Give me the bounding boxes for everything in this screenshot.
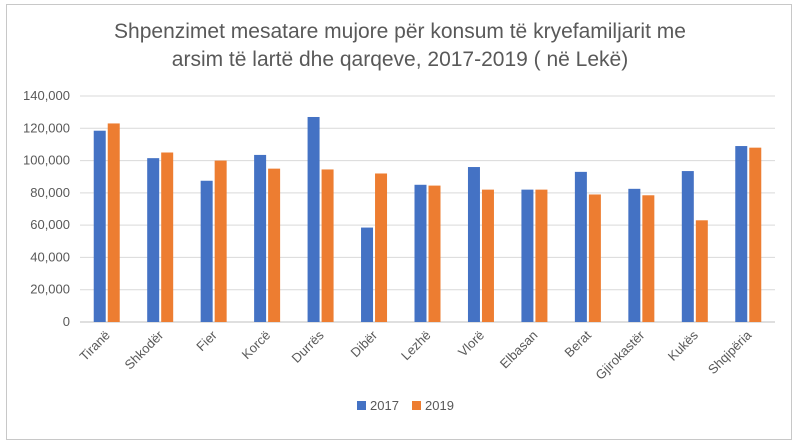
bar-2017-2 — [200, 180, 213, 322]
y-tick-label: 80,000 — [30, 185, 70, 200]
legend-label-2019: 2019 — [425, 398, 454, 413]
chart-title: Shpenzimet mesatare mujore për konsum të… — [0, 18, 800, 74]
y-tick-label: 60,000 — [30, 217, 70, 232]
bar-2019-4 — [321, 169, 334, 322]
y-tick-label: 100,000 — [23, 153, 70, 168]
chart-title-line2: arsim të lartë dhe qarqeve, 2017-2019 ( … — [171, 48, 629, 71]
x-tick-label: Berat — [561, 327, 594, 360]
bar-2017-6 — [414, 184, 427, 322]
bar-2017-11 — [681, 171, 694, 322]
x-tick-label: Vlorë — [455, 328, 487, 360]
bar-2017-9 — [574, 171, 587, 322]
bar-2019-12 — [749, 147, 762, 322]
bar-2017-3 — [254, 154, 267, 322]
bar-2017-4 — [307, 116, 320, 322]
legend-swatch-2019 — [412, 401, 421, 410]
x-tick-label: Gjirokastër — [592, 327, 648, 383]
x-tick-label: Lezhë — [398, 328, 434, 364]
y-tick-label: 40,000 — [30, 249, 70, 264]
bar-2017-7 — [467, 167, 480, 322]
bar-2019-7 — [481, 189, 494, 322]
bar-2019-3 — [268, 168, 281, 322]
x-tick-label: Shqipëria — [705, 327, 755, 377]
bar-2017-10 — [628, 188, 641, 322]
bar-2017-12 — [735, 146, 748, 322]
bar-2019-11 — [695, 220, 708, 322]
bar-2019-5 — [375, 173, 388, 322]
bar-2017-5 — [361, 227, 374, 322]
x-tick-label: Tiranë — [77, 328, 113, 364]
bar-2017-8 — [521, 189, 534, 322]
legend-label-2017: 2017 — [370, 398, 399, 413]
x-tick-label: Korcë — [239, 328, 274, 363]
bar-2019-0 — [107, 123, 120, 322]
bar-2019-2 — [214, 160, 227, 322]
bar-2019-10 — [642, 195, 655, 322]
bar-2019-8 — [535, 189, 548, 322]
bar-2019-1 — [161, 152, 174, 322]
legend-swatch-2017 — [357, 401, 366, 410]
chart-frame — [6, 4, 792, 440]
y-tick-label: 0 — [63, 314, 70, 329]
bar-2019-9 — [588, 194, 601, 322]
y-tick-label: 140,000 — [23, 88, 70, 103]
x-tick-label: Fier — [193, 327, 220, 354]
x-tick-label: Elbasan — [497, 328, 541, 372]
chart-title-line1: Shpenzimet mesatare mujore për konsum të… — [114, 20, 686, 43]
bar-2017-0 — [93, 130, 106, 322]
y-tick-label: 20,000 — [30, 282, 70, 297]
x-tick-label: Durrës — [289, 327, 328, 366]
bar-2017-1 — [147, 158, 160, 322]
x-tick-label: Dibër — [348, 327, 381, 360]
x-tick-label: Shkodër — [121, 327, 166, 372]
bar-2019-6 — [428, 185, 441, 322]
x-tick-label: Kukës — [665, 327, 702, 364]
y-tick-label: 120,000 — [23, 120, 70, 135]
